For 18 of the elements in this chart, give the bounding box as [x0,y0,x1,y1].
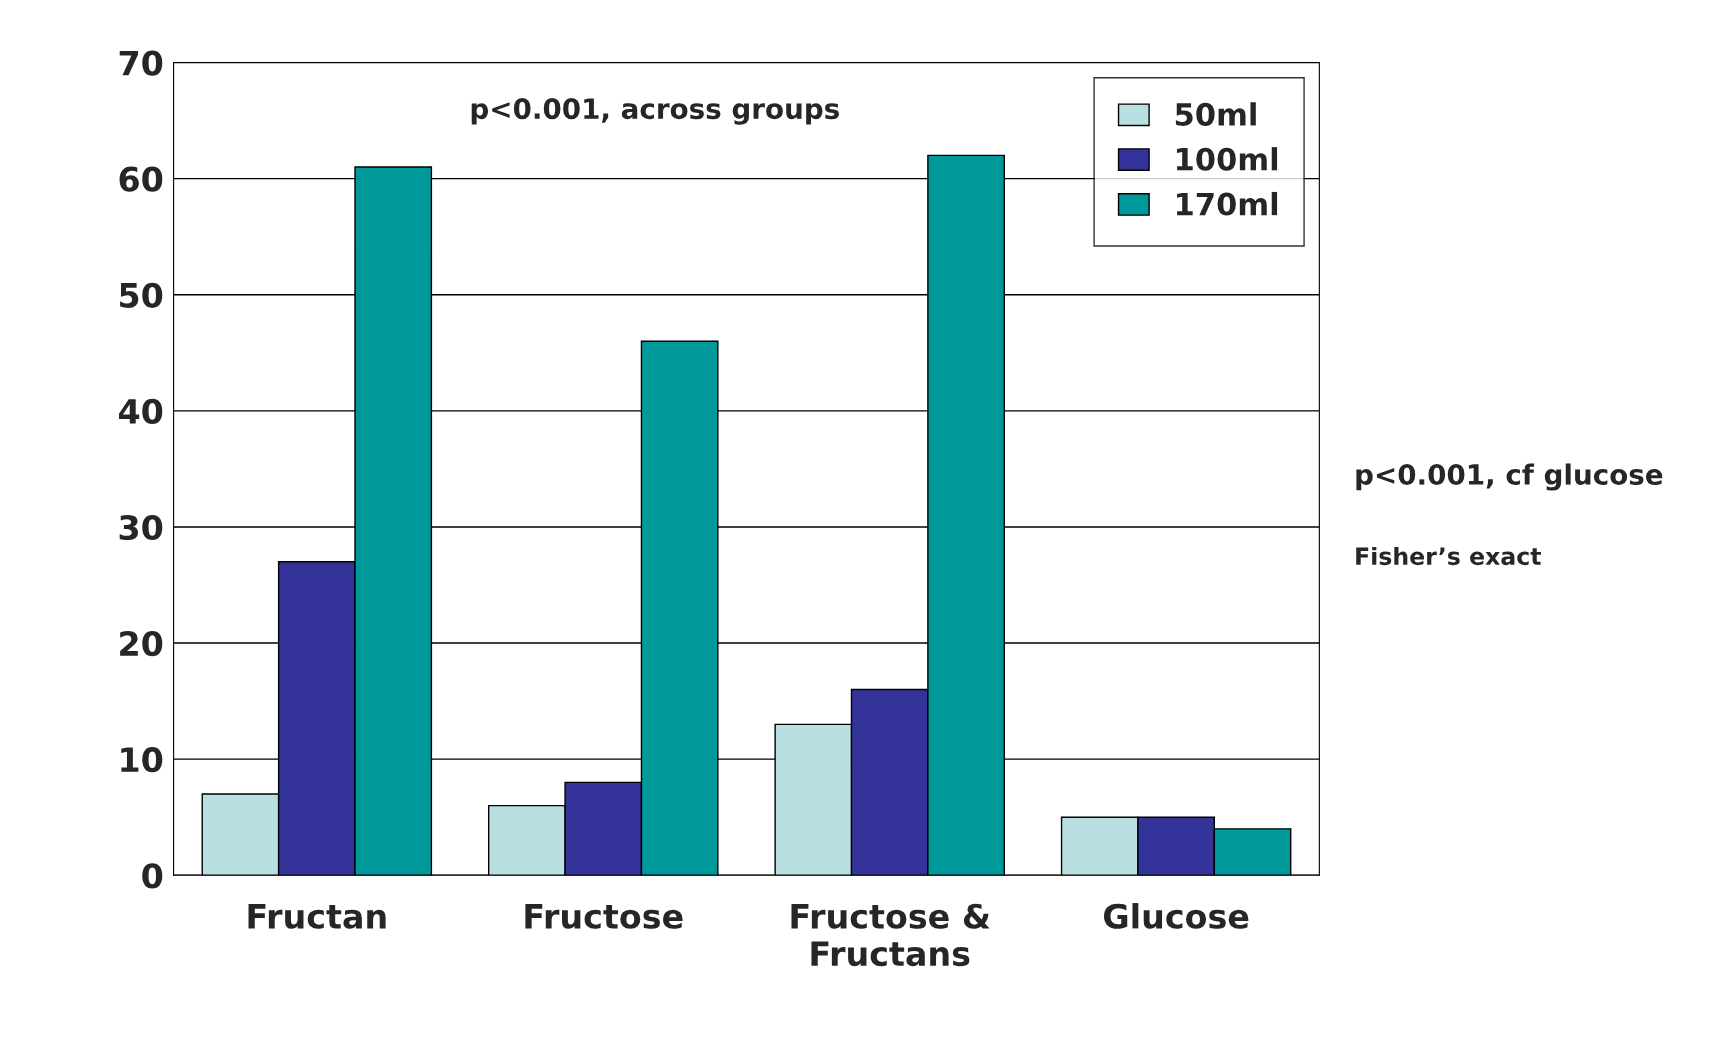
text: Fisher’s exact [1356,546,1541,566]
x-tick-label: Fructose & Fructans [791,903,990,967]
legend-label: 170ml [1176,191,1278,216]
y-tick-label: 10 [121,747,163,773]
y-tick-label: 60 [119,166,163,192]
x-tick-label: Fructan [248,904,386,929]
y-tick-label: 70 [119,50,163,76]
y-tick-label: 30 [119,514,163,541]
text: p<0.001, cf glucose [1356,463,1663,491]
annotation: p<0.001, across groups [471,98,839,125]
y-tick-label: 20 [120,630,163,657]
legend-label: 100ml [1176,147,1278,171]
y-tick-label: 50 [120,282,163,308]
legend-label: 50ml [1175,102,1256,126]
y-tick-label: 0 [142,863,163,889]
x-tick-label: Fructose [525,904,683,929]
y-tick-label: 40 [118,398,163,424]
x-tick-label: Glucose [1103,903,1249,929]
